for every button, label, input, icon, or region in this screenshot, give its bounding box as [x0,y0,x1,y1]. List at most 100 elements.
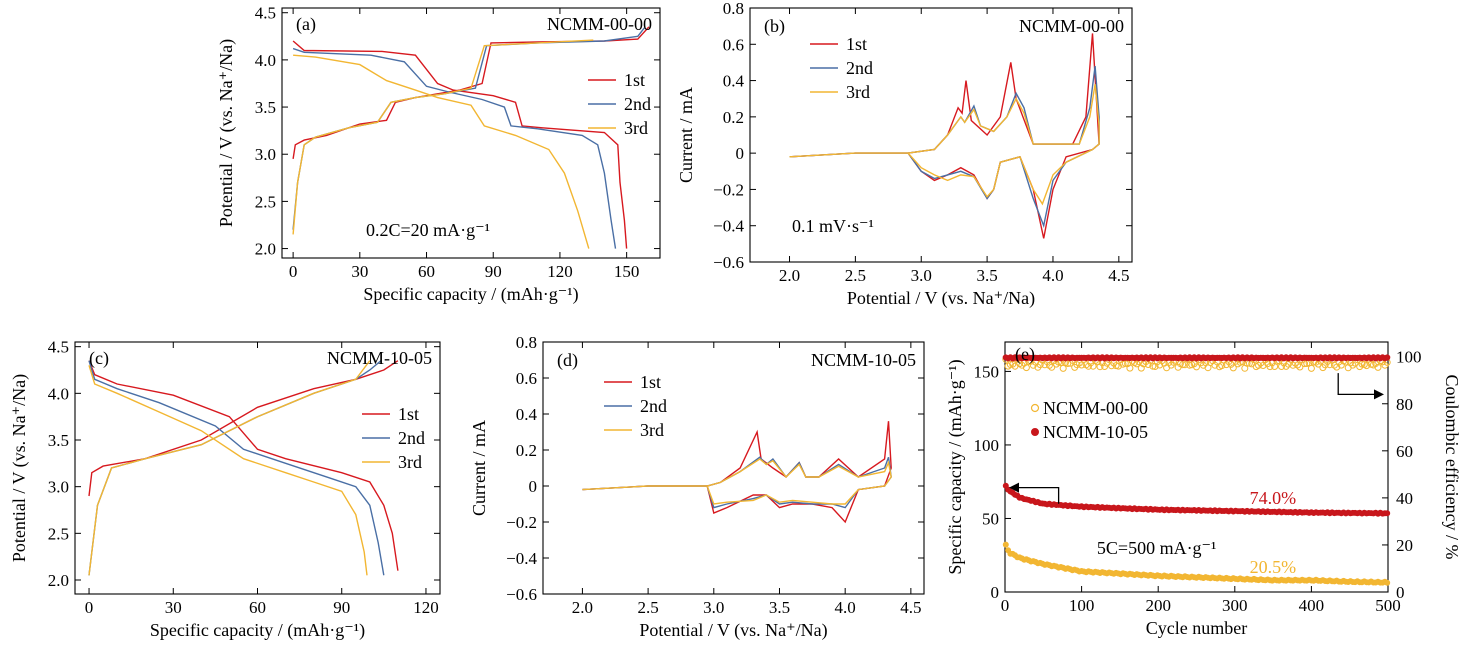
legend-label: 1st [398,404,419,424]
efficiency-point [1126,364,1134,372]
y-tick-label: 100 [974,436,1000,455]
plot-frame [542,341,925,595]
x-tick-label: 4.0 [835,598,856,617]
y-tick-label: 0.6 [516,369,537,388]
efficiency-point [1059,364,1067,372]
panel-c: 0 30 60 90 120 2.0 2.5 3.0 3.5 4.0 4.5 Specific cap… [9,338,441,641]
y-axis-label: Current / mA [676,87,696,183]
y-tick-label: 0.6 [723,35,744,54]
capacity-point [1384,510,1391,517]
panel-title: NCMM-10-05 [811,350,916,370]
series-NCMM-00-00 [1002,355,1391,586]
efficiency-point [1266,363,1274,371]
y-tick-label: −0.4 [506,549,537,568]
x-tick-label: 4.5 [900,598,921,617]
left-axis-arrow [1013,486,1060,504]
legend-label: 2nd [624,94,651,114]
panel-d: 2.0 2.5 3.0 3.5 4.0 4.5 −0.6 −0.4 −0.2 0 0.2 0.4 0.6… [469,333,925,641]
x-tick-label: 60 [418,262,435,281]
series-3rd-discharge [88,365,368,576]
panel-label: (b) [764,16,785,37]
x-tick-label: 0 [85,598,94,617]
panel-b: 2.0 2.5 3.0 3.5 4.0 4.5 −0.6 −0.4 −0.2 0 0.2 0.4 0.6… [676,0,1133,309]
series-2nd [789,66,1100,229]
x-tick-label: 30 [165,598,182,617]
efficiency-point [1282,362,1290,370]
legend-label: 2nd [640,396,667,416]
y-tick-label: 0.4 [723,72,745,91]
retention-label: 20.5% [1250,557,1297,577]
efficiency-point [1255,361,1262,369]
efficiency-point [1048,363,1056,371]
y-tick-label: −0.6 [506,585,537,604]
y-axis-label: Potential / V (vs. Na⁺/Na) [9,374,30,562]
series-3rd [789,84,1100,206]
x-tick-label: 2.0 [572,598,593,617]
y-tick-label: 0 [736,144,745,163]
efficiency-point [1089,362,1097,370]
capacity-point [1384,579,1391,586]
efficiency-point [1229,364,1237,372]
x-tick-label: 120 [413,598,439,617]
y-tick-label: 2.0 [255,240,276,259]
efficiency-point [1022,364,1030,372]
panel-title: NCMM-00-00 [1019,16,1124,36]
efficiency-point [1363,362,1371,370]
x-tick-label: 60 [249,598,266,617]
y-axis-label: Specific capacity / (mAh·g⁻¹) [945,359,966,574]
series-2nd-discharge [292,47,617,249]
series-3rd-discharge [293,54,590,249]
legend-label: NCMM-00-00 [1043,398,1148,418]
capacity-point [1002,541,1009,548]
legend-label: 2nd [846,58,873,78]
efficiency-point [1296,363,1304,371]
x-tick-label: 120 [547,262,573,281]
y2-tick-label: 80 [1396,395,1413,414]
right-axis-arrow [1337,373,1380,396]
y-tick-label: 0.2 [516,441,537,460]
y-tick-label: −0.4 [713,217,744,236]
x-tick-label: 300 [1222,596,1248,615]
legend-label: 3rd [846,82,870,102]
series-1st-charge [88,360,399,497]
series-3rd-charge [88,360,371,576]
efficiency-point [1006,361,1014,368]
panel-title: NCMM-10-05 [327,348,432,368]
legend-label: 1st [624,70,645,90]
x-tick-label: 90 [333,598,350,617]
plot-frame [1004,341,1389,593]
y2-tick-label: 100 [1396,348,1422,367]
series-2nd-discharge [88,360,385,576]
y-axis-label: Potential / V (vs. Na⁺/Na) [216,39,237,227]
x-tick-label: 200 [1145,596,1171,615]
series-1st-discharge [88,360,399,571]
rate-annotation: 5C=500 mA·g⁻¹ [1097,538,1217,558]
series-NCMM-10-05 [1002,354,1391,517]
y-tick-label: 3.0 [48,478,69,497]
y2-tick-label: 40 [1396,489,1413,508]
y-tick-label: 4.5 [48,338,69,357]
legend-label: 3rd [398,452,422,472]
y-tick-label: 0.8 [723,0,744,18]
x-tick-label: 0 [1001,596,1010,615]
panel-title: NCMM-00-00 [547,14,652,34]
x-axis-label: Specific capacity / (mAh·g⁻¹) [150,620,365,641]
legend-marker [1031,428,1039,436]
x-tick-label: 400 [1299,596,1325,615]
x-tick-label: 4.5 [1108,266,1129,285]
y2-axis-label: Coulombic efficiency / % [1442,374,1462,559]
y-tick-label: 0 [529,477,538,496]
efficiency-point [1114,362,1122,370]
plot-frame [749,7,1133,263]
y-tick-label: 150 [974,362,1000,381]
legend-label: 3rd [624,118,648,138]
right-arrowhead [1374,389,1384,400]
y-tick-label: 0.2 [723,108,744,127]
efficiency-point [1085,362,1092,370]
series-1st-discharge [292,40,628,249]
legend-label: 1st [846,34,867,54]
efficiency-point [1307,364,1315,372]
x-axis-label: Cycle number [1146,618,1247,638]
y-tick-label: 2.5 [255,192,276,211]
legend-label: 1st [640,372,661,392]
